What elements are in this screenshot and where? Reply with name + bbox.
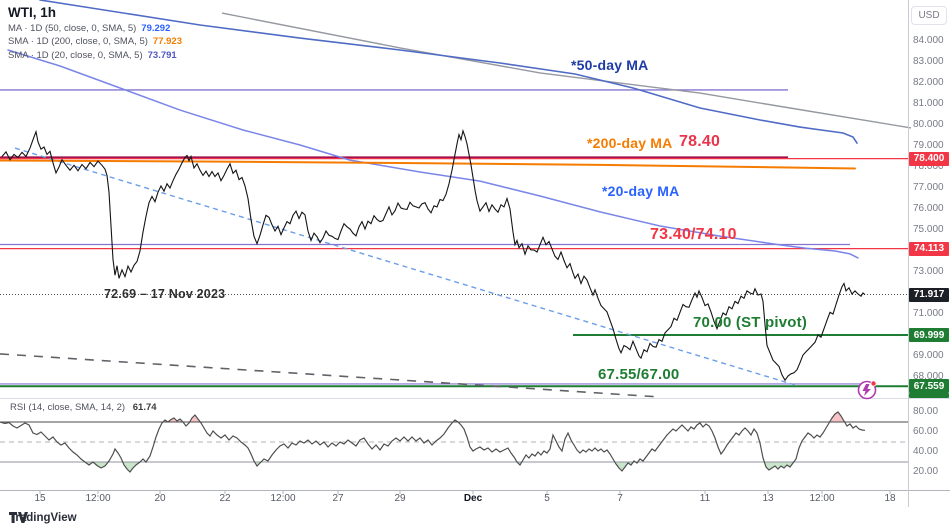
price-axis-label: 73.000 (913, 266, 944, 277)
tradingview-logo-icon (9, 512, 28, 523)
rsi-legend[interactable]: RSI (14, close, SMA, 14, 2) 61.74 (10, 402, 157, 413)
price-axis-badge: 69.999 (909, 328, 949, 343)
legend-label: MA · 1D (50, close, 0, SMA, 5) (8, 22, 137, 34)
price-axis-label: 78.000 (913, 161, 944, 172)
time-axis-label[interactable]: 12:00 (270, 493, 296, 504)
time-axis-label[interactable]: 12:00 (85, 493, 111, 504)
ma-200-day (0, 159, 856, 170)
price-axis-label: 81.000 (913, 98, 944, 109)
annotation-level-67-55-67-00-label: 67.55/67.00 (598, 366, 680, 383)
rsi-axis-label: 40.00 (913, 446, 939, 457)
gray-trendline (221, 12, 912, 129)
price-axis-label: 80.000 (913, 119, 944, 130)
annotation-st-pivot-label: 70.00 (ST pivot) (693, 314, 808, 331)
rsi-axis-label: 80.00 (913, 406, 939, 417)
legend-label: SMA · 1D (200, close, 0, SMA, 5) (8, 36, 148, 47)
annotation-nov17-low-label: 72.69 – 17 Nov 2023 (104, 287, 226, 301)
price-axis-label: 75.000 (913, 224, 944, 235)
time-axis-label[interactable]: 15 (34, 493, 46, 504)
price-axis-badge: 74.113 (909, 241, 949, 256)
legend-label: SMA · 1D (20, close, 0, SMA, 5) (8, 49, 143, 61)
rsi-legend-label: RSI (14, close, SMA, 14, 2) (10, 402, 126, 413)
legend-row-ma50[interactable]: MA · 1D (50, close, 0, SMA, 5) 79.292 (8, 23, 182, 34)
time-axis-label[interactable]: 11 (699, 493, 711, 504)
price-axis-label: 68.000 (913, 371, 944, 382)
price-axis-badge: 67.559 (909, 379, 949, 394)
price-axis-label: 83.000 (913, 56, 944, 67)
price-axis-label: 79.000 (913, 140, 944, 151)
dashed-gray-trendline (0, 353, 661, 398)
currency-button[interactable]: USD (911, 6, 947, 25)
rsi-line (0, 411, 866, 473)
price-axis-label: 69.000 (913, 350, 944, 361)
time-axis-label[interactable]: 12:00 (809, 493, 835, 504)
time-axis-label[interactable]: 7 (617, 493, 623, 504)
price-axis-badge-clipped (909, 393, 949, 398)
annotation-twohundred-day-ma-label: *200-day MA (587, 135, 673, 151)
annotation-level-78-40-label: 78.40 (679, 133, 721, 150)
price-line (1, 128, 866, 382)
price-axis-label: 82.000 (913, 77, 944, 88)
time-axis-label[interactable]: 5 (544, 493, 550, 504)
price-axis-label: 71.000 (913, 308, 944, 319)
rsi-legend-value: 61.74 (132, 402, 157, 413)
time-axis-label[interactable]: 13 (762, 493, 774, 504)
tradingview-logo[interactable]: TradingView (9, 512, 77, 524)
legend-row-sma200[interactable]: SMA · 1D (200, close, 0, SMA, 5) 77.923 (8, 36, 182, 47)
annotation-fifty-day-ma-label: *50-day MA (571, 57, 649, 73)
symbol-title[interactable]: WTI, 1h (8, 5, 56, 20)
legend-value: 77.923 (152, 36, 182, 47)
main-legend: WTI, 1h MA · 1D (50, close, 0, SMA, 5) 79… (8, 5, 182, 61)
time-axis-label[interactable]: 20 (154, 493, 166, 504)
time-axis-label[interactable]: 18 (884, 493, 896, 504)
time-axis-label[interactable]: 22 (219, 493, 231, 504)
ma-50-day (39, 0, 858, 144)
price-axis-badge: 71.917 (909, 287, 949, 302)
rsi-axis-label: 60.00 (913, 426, 939, 437)
legend-value: 73.791 (147, 49, 177, 61)
dashed-blue-trendline (14, 147, 796, 386)
legend-value: 79.292 (141, 22, 171, 34)
time-axis-label[interactable]: Dec (463, 493, 483, 504)
rsi-axis-label: 20.00 (913, 466, 939, 477)
annotation-twenty-day-ma-label: *20-day MA (602, 183, 680, 199)
price-axis-label: 77.000 (913, 182, 944, 193)
lightning-icon[interactable] (857, 380, 877, 400)
annotation-level-73-40-74-10-label: 73.40/74.10 (650, 226, 737, 243)
ma-20-day (7, 49, 859, 259)
price-axis-badge: 78.400 (909, 151, 949, 166)
legend-row-sma20[interactable]: SMA · 1D (20, close, 0, SMA, 5) 73.791 (8, 50, 182, 61)
time-axis-label[interactable]: 27 (332, 493, 344, 504)
price-axis-label: 84.000 (913, 35, 944, 46)
price-axis-label: 76.000 (913, 203, 944, 214)
time-axis-label[interactable]: 29 (394, 493, 406, 504)
rsi-overbought-fill (0, 412, 845, 422)
